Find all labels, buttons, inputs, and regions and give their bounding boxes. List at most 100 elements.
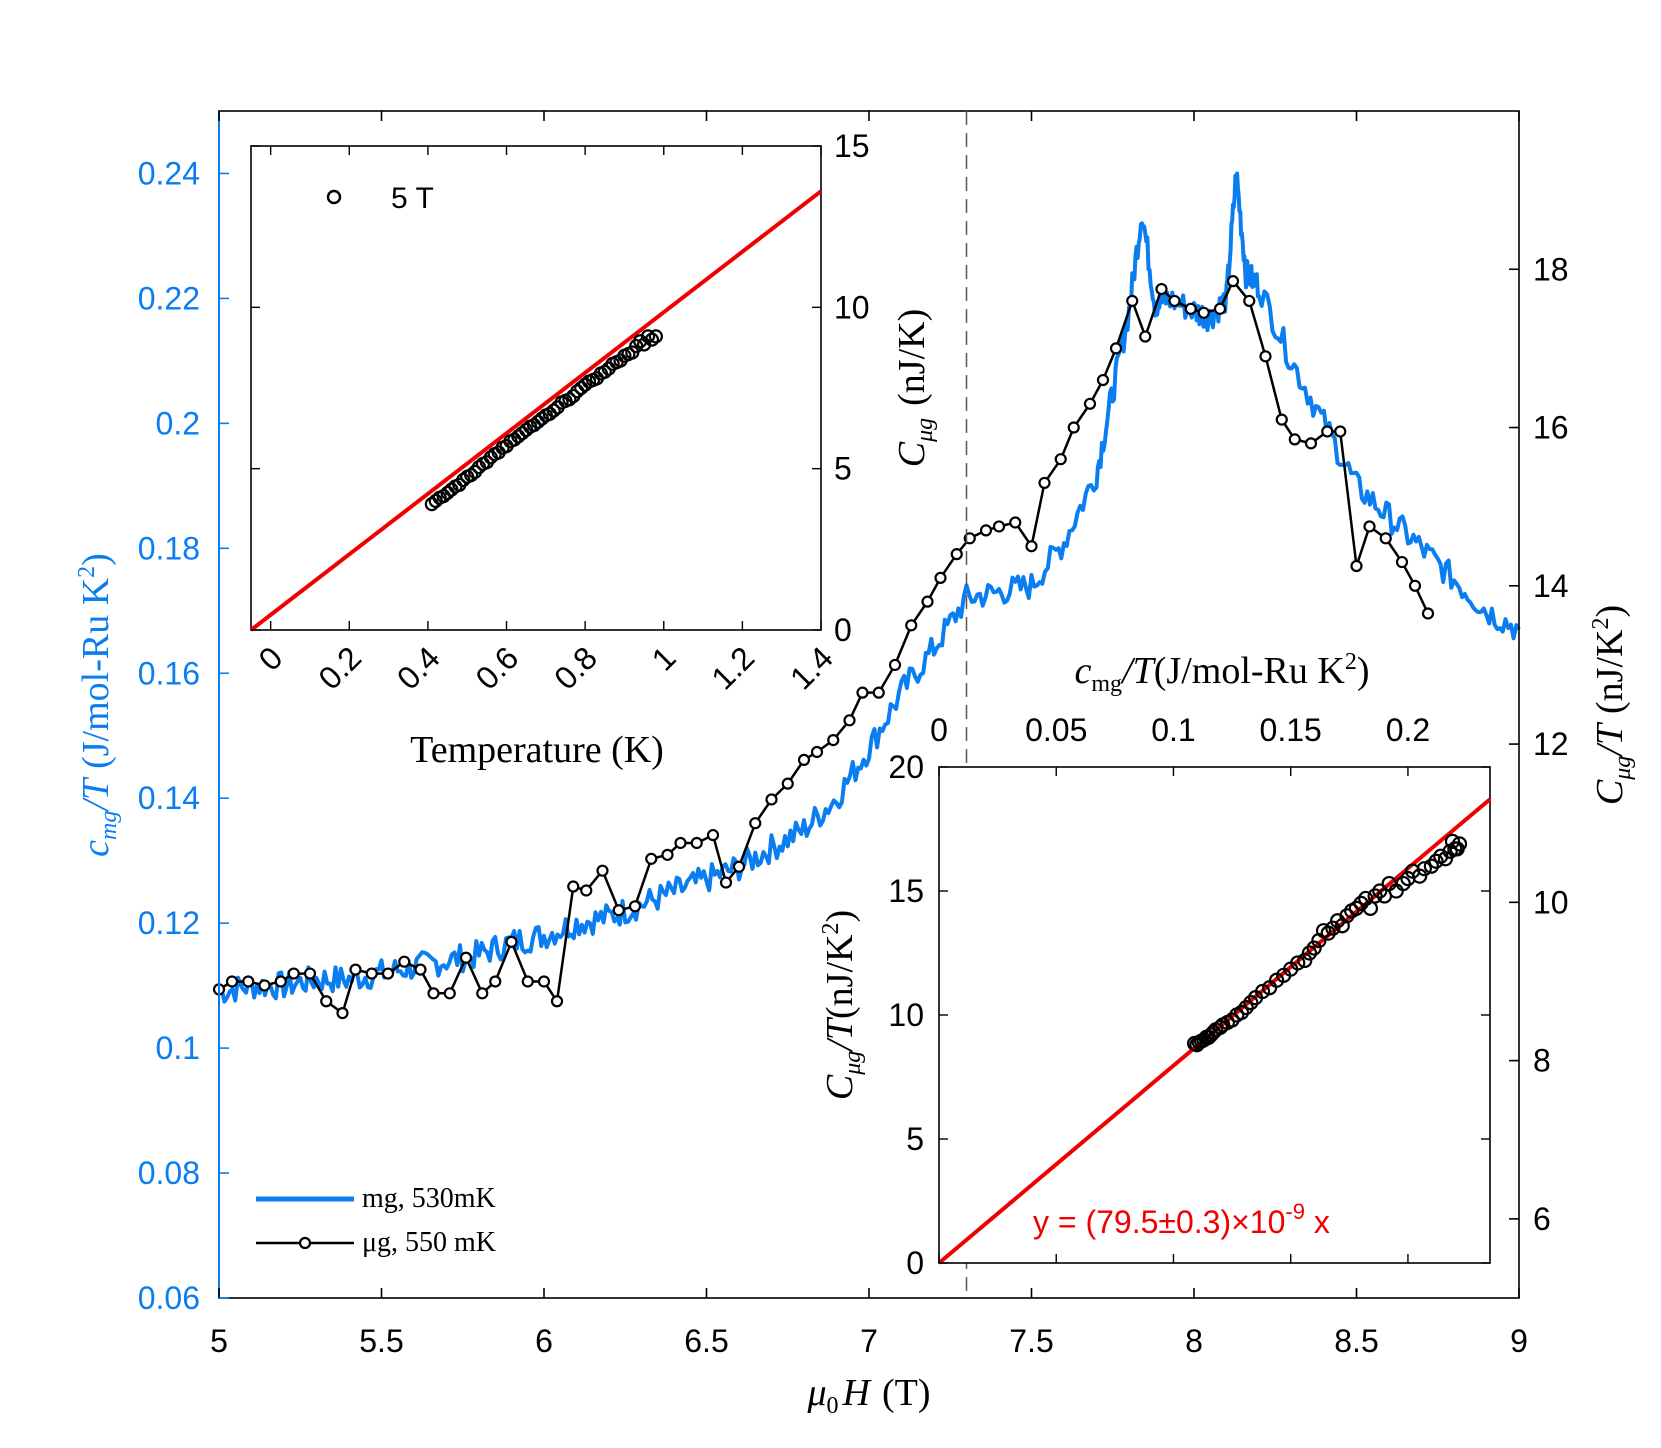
inset2-y-axis-label: Cμg/T(nJ/K2)	[818, 910, 866, 1100]
inset2-point	[1301, 945, 1318, 961]
inset1-x-tick-label: 0.4	[390, 639, 447, 696]
inset1-point	[546, 403, 561, 418]
inset1-x-tick-label: 1.4	[783, 639, 840, 696]
mu-series-point	[645, 852, 658, 865]
main-x-tick-label: 7	[860, 1323, 878, 1359]
main-left-y-tick-label: 0.16	[138, 655, 200, 691]
inset2-point	[1423, 858, 1439, 874]
mu-series-point	[1408, 579, 1422, 592]
mu-series-point	[674, 836, 687, 850]
mu-series-point	[992, 520, 1006, 533]
mu-series-point	[1139, 330, 1152, 343]
main-x-tick-label: 6	[535, 1323, 553, 1359]
main-x-tick-label: 9	[1510, 1323, 1528, 1359]
inset2-point	[1372, 883, 1388, 899]
main-right-y-tick-label: 16	[1533, 410, 1569, 446]
main-left-y-tick-label: 0.2	[156, 405, 200, 441]
inset1-x-tick-label: 0.8	[547, 639, 604, 696]
mu-series-point	[950, 548, 963, 561]
main-x-tick-label: 7.5	[1009, 1323, 1053, 1359]
mu-series-point	[550, 995, 564, 1008]
inset1-fit-line	[249, 189, 823, 632]
mu-series-point	[320, 995, 333, 1008]
inset-correlation-chart: 0 0.05 0.1 0.15 0.2 0 5 10 15 20 cmg/T(J/mol-Ru …	[818, 649, 1492, 1281]
mu-series-point	[827, 734, 840, 747]
inset2-point	[1306, 940, 1322, 956]
mu-series-point	[628, 900, 642, 913]
inset2-point	[1367, 888, 1383, 904]
inset2-point	[1224, 1012, 1240, 1028]
main-x-tick-label: 6.5	[684, 1323, 728, 1359]
mu-series-point	[1259, 350, 1272, 363]
mu-series-point	[274, 975, 287, 988]
main-right-y-ticks: 6 8 10 12 14 16 18	[1509, 251, 1569, 1237]
mu-series-point	[781, 777, 794, 790]
legend-mg-label: mg, 530mK	[362, 1183, 496, 1214]
mu-series-point	[287, 967, 300, 980]
inset1-x-tick-label: 1	[645, 639, 683, 677]
mu-series-point	[1038, 476, 1051, 490]
mu-series-point	[427, 987, 440, 1000]
mu-series-point	[476, 987, 489, 1000]
mu-series-point	[1168, 294, 1181, 308]
main-x-axis-label: μ0 H (T)	[806, 1372, 930, 1419]
mu-series-point	[810, 745, 824, 759]
mu-series-point	[1243, 294, 1256, 308]
main-right-y-tick-label: 8	[1533, 1043, 1551, 1079]
main-left-y-tick-label: 0.08	[138, 1155, 200, 1191]
main-right-y-tick-label: 14	[1533, 568, 1569, 604]
mu-series-point	[349, 963, 362, 976]
main-x-tick-label: 8.5	[1334, 1323, 1378, 1359]
inset2-x-tick-label: 0	[930, 712, 948, 748]
mu-series-point	[1009, 516, 1022, 529]
inset1-y-tick-label: 5	[834, 451, 852, 487]
inset2-point	[1451, 836, 1468, 852]
main-chart: 5 5.5 6 6.5 7 7.5 8 8.5 9 0.06 0.08 0.1 0.12 0.14 0.1…	[74, 110, 1636, 1419]
mu-series-point	[749, 817, 762, 830]
main-x-tick-label: 5	[210, 1323, 228, 1359]
inset1-point	[597, 364, 612, 379]
inset2-x-ticks: 0 0.05 0.1 0.15 0.2	[930, 712, 1430, 1263]
inset1-y-ticks: 0 5 10 15	[251, 128, 870, 648]
mu-series-point	[1395, 555, 1409, 569]
inset1-x-tick-label: 0	[252, 639, 290, 677]
inset2-point	[1320, 925, 1336, 941]
mu-series-point	[921, 595, 934, 608]
mu-series-point	[1379, 532, 1392, 545]
mu-series-point	[1226, 275, 1240, 288]
mu-series-point	[1096, 373, 1110, 387]
inset1-y-tick-label: 0	[834, 612, 852, 648]
mu-series-point	[872, 686, 885, 699]
inset1-x-tick-label: 1.2	[704, 639, 761, 696]
inset2-x-tick-label: 0.2	[1386, 712, 1430, 748]
main-right-y-tick-label: 6	[1533, 1201, 1551, 1237]
mu-series-point	[242, 975, 255, 988]
mu-series-point	[1126, 294, 1139, 308]
inset1-point	[648, 329, 663, 344]
inset2-point	[1233, 1004, 1250, 1021]
mu-series-point	[1350, 559, 1363, 573]
mu-series-point	[537, 975, 551, 988]
inset1-point	[562, 392, 577, 407]
mu-series-point	[934, 571, 947, 584]
inset2-x-axis-label: cmg/T(J/mol-Ru K2)	[1075, 649, 1370, 697]
inset2-point	[1437, 851, 1454, 867]
inset2-point	[1444, 833, 1461, 850]
inset1-x-tick-label: 0.6	[469, 639, 526, 696]
mu-series-point	[1197, 306, 1210, 319]
inset2-y-tick-label: 20	[888, 749, 924, 785]
mu-series-point	[596, 864, 609, 877]
inset2-y-tick-label: 15	[888, 873, 924, 909]
inset2-point	[1416, 861, 1432, 877]
inset1-x-axis-label: Temperature (K)	[410, 729, 664, 771]
mu-series-point	[719, 876, 733, 889]
inset1-plot-frame	[250, 145, 822, 631]
legend-mu-label: μg, 550 mK	[362, 1227, 496, 1258]
inset1-y-tick-label: 10	[834, 289, 870, 325]
mu-series-point	[567, 880, 580, 893]
mu-series-point	[905, 619, 918, 632]
mu-series-point	[706, 828, 720, 842]
mu-series-point	[1213, 302, 1227, 315]
inset1-y-tick-label: 15	[834, 128, 870, 164]
inset1-points	[424, 329, 663, 512]
